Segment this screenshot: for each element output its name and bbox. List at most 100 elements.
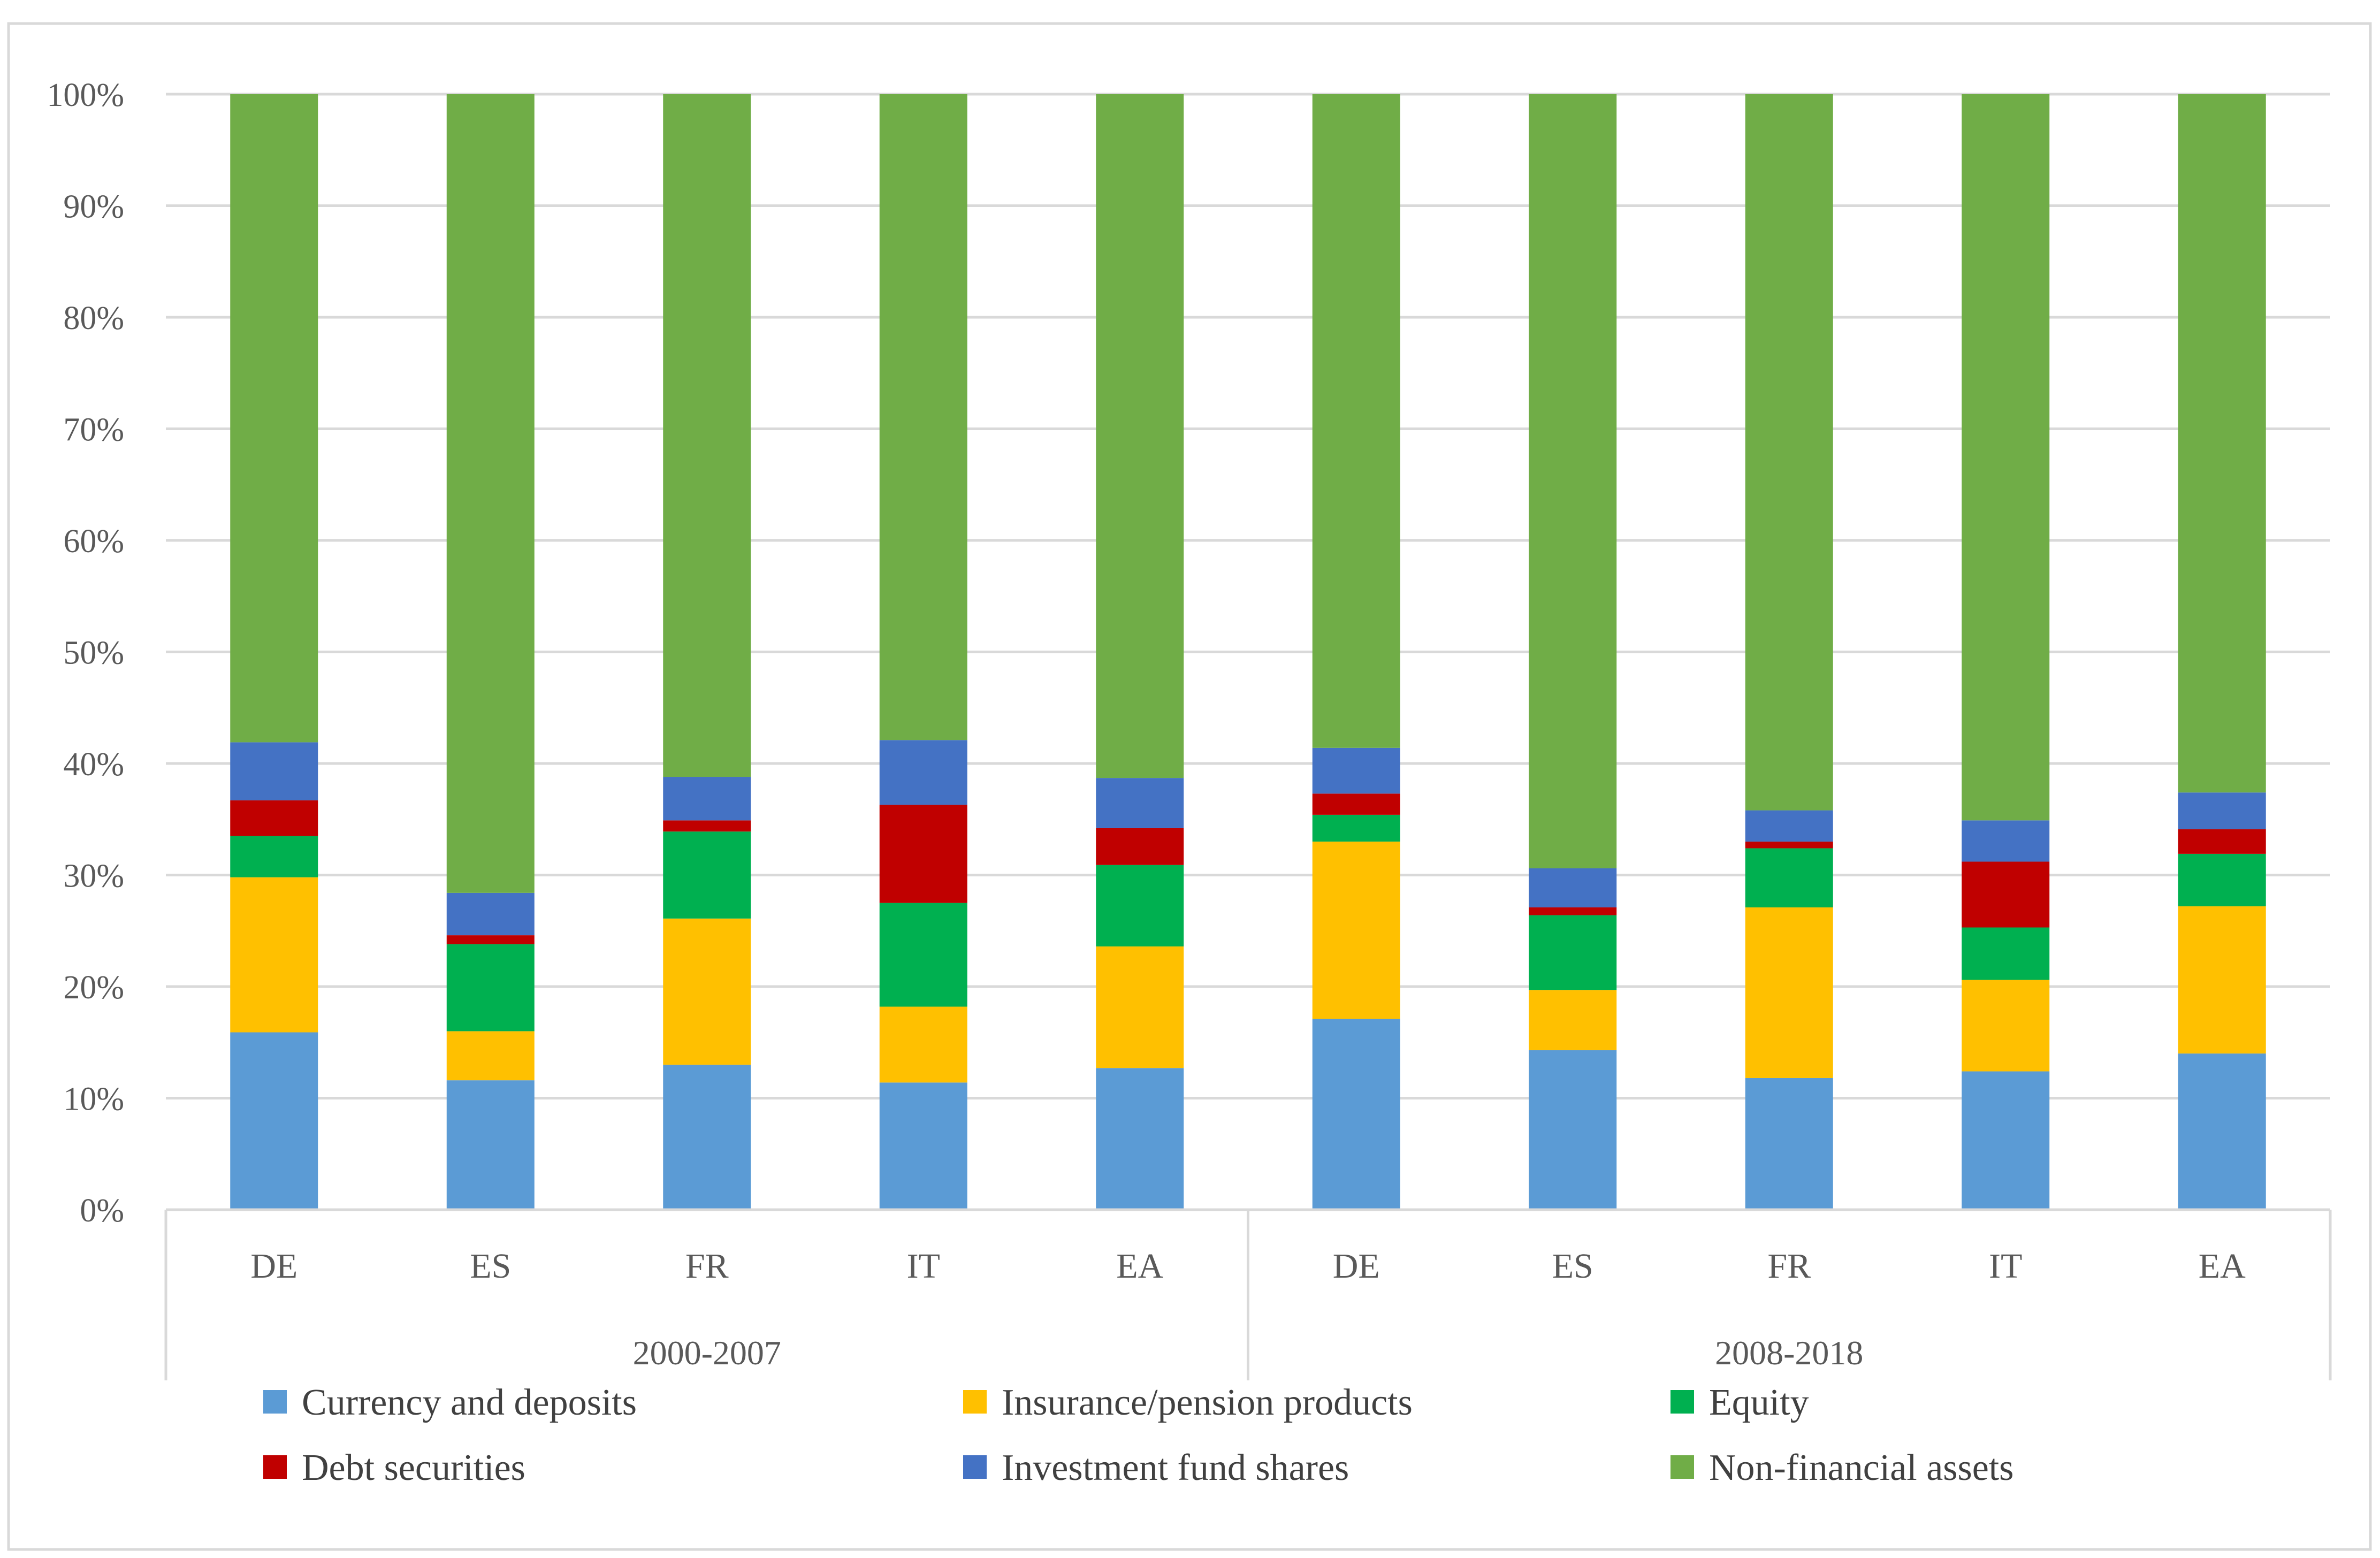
bar-segment xyxy=(446,1080,535,1210)
x-category-label: ES xyxy=(470,1247,511,1286)
bar-segment xyxy=(879,903,967,1007)
legend-label: Investment fund shares xyxy=(1002,1447,1349,1488)
x-category-label: EA xyxy=(2199,1247,2246,1286)
x-category-label: FR xyxy=(685,1247,729,1286)
bar-segment xyxy=(879,1006,967,1083)
bar-segment xyxy=(1096,778,1184,828)
bar-segment xyxy=(230,877,318,1033)
legend-label: Debt securities xyxy=(302,1447,525,1488)
x-category-label: EA xyxy=(1116,1247,1163,1286)
bar-segment xyxy=(1096,94,1184,778)
x-group-label: 2008-2018 xyxy=(1715,1334,1863,1372)
bar-segment xyxy=(663,831,751,919)
legend-label: Insurance/pension products xyxy=(1002,1382,1413,1423)
y-tick-label: 40% xyxy=(63,746,124,783)
legend-swatch xyxy=(263,1455,287,1479)
y-tick-label: 0% xyxy=(80,1193,124,1229)
bar-segment xyxy=(1529,907,1617,915)
bar-segment xyxy=(663,1064,751,1210)
x-category-label: DE xyxy=(250,1247,298,1286)
bar-segment xyxy=(1745,810,1833,842)
bar-segment xyxy=(1312,94,1400,748)
bar-segment xyxy=(1096,865,1184,946)
bar-segment xyxy=(1529,915,1617,990)
bar-segment xyxy=(2178,94,2266,793)
bar-segment xyxy=(1312,747,1400,794)
legend-label: Non-financial assets xyxy=(1709,1447,2014,1488)
legend-swatch xyxy=(963,1390,987,1414)
bar-segment xyxy=(663,777,751,821)
bar-segment xyxy=(1529,1050,1617,1210)
legend-swatch xyxy=(1670,1390,1694,1414)
x-category-label: FR xyxy=(1767,1247,1811,1286)
bar-segment xyxy=(2178,792,2266,830)
bar-segment xyxy=(230,800,318,836)
bar-segment xyxy=(1312,1019,1400,1210)
bar-segment xyxy=(879,94,967,740)
bars xyxy=(230,94,2266,1210)
bar-segment xyxy=(2178,1053,2266,1210)
bar-segment xyxy=(2178,829,2266,854)
bar-segment xyxy=(1745,841,1833,849)
bar-segment xyxy=(663,820,751,832)
x-category-label: ES xyxy=(1552,1247,1593,1286)
bar-segment xyxy=(1096,946,1184,1068)
legend: Currency and deposits Insurance/pension p… xyxy=(263,1382,2014,1488)
bar-segment xyxy=(879,805,967,903)
bar-segment xyxy=(1312,793,1400,815)
bar-segment xyxy=(663,94,751,777)
x-category-label: IT xyxy=(1989,1247,2022,1286)
bar-segment xyxy=(1529,990,1617,1050)
bar-segment xyxy=(663,918,751,1065)
bar-segment xyxy=(879,740,967,805)
bar-segment xyxy=(1962,927,2050,980)
legend-swatch xyxy=(1670,1455,1694,1479)
y-tick-label: 20% xyxy=(63,969,124,1006)
y-tick-label: 50% xyxy=(63,635,124,671)
x-group-label: 2000-2007 xyxy=(633,1334,781,1372)
x-category-label: DE xyxy=(1333,1247,1380,1286)
bar-segment xyxy=(1962,1071,2050,1210)
bar-segment xyxy=(446,935,535,944)
bar-segment xyxy=(446,944,535,1032)
bar-segment xyxy=(1312,814,1400,842)
bar-segment xyxy=(1096,1068,1184,1210)
y-tick-label: 70% xyxy=(63,412,124,448)
legend-swatch xyxy=(963,1455,987,1479)
bar-segment xyxy=(446,94,535,893)
bar-segment xyxy=(446,892,535,936)
bar-segment xyxy=(1096,828,1184,865)
bar-segment xyxy=(230,742,318,800)
bar-segment xyxy=(1962,94,2050,821)
bar-segment xyxy=(1529,94,1617,868)
bar-segment xyxy=(230,836,318,877)
bar-segment xyxy=(2178,906,2266,1054)
y-tick-label: 10% xyxy=(63,1081,124,1118)
x-category-label: IT xyxy=(907,1247,940,1286)
bar-segment xyxy=(2178,853,2266,906)
y-tick-label: 60% xyxy=(63,523,124,560)
y-tick-label: 90% xyxy=(63,189,124,225)
bar-segment xyxy=(1529,868,1617,907)
y-tick-label: 30% xyxy=(63,858,124,895)
bar-segment xyxy=(1745,94,1833,811)
bar-segment xyxy=(879,1082,967,1210)
y-tick-label: 80% xyxy=(63,300,124,337)
bar-segment xyxy=(230,94,318,743)
bar-segment xyxy=(1962,861,2050,928)
legend-label: Currency and deposits xyxy=(302,1382,637,1423)
bar-segment xyxy=(1745,907,1833,1078)
bar-segment xyxy=(1962,980,2050,1072)
bar-segment xyxy=(230,1032,318,1210)
bar-segment xyxy=(1745,848,1833,907)
bar-segment xyxy=(1312,841,1400,1019)
legend-swatch xyxy=(263,1390,287,1414)
bar-segment xyxy=(446,1031,535,1081)
legend-label: Equity xyxy=(1709,1382,1809,1423)
bar-segment xyxy=(1962,820,2050,862)
y-tick-label: 100% xyxy=(47,77,124,113)
axes: 0% 10% 20% 30% 40% 50% 60% 70% 80% 90% 100% DE ES FR I… xyxy=(47,77,2332,1380)
bar-segment xyxy=(1745,1078,1833,1210)
